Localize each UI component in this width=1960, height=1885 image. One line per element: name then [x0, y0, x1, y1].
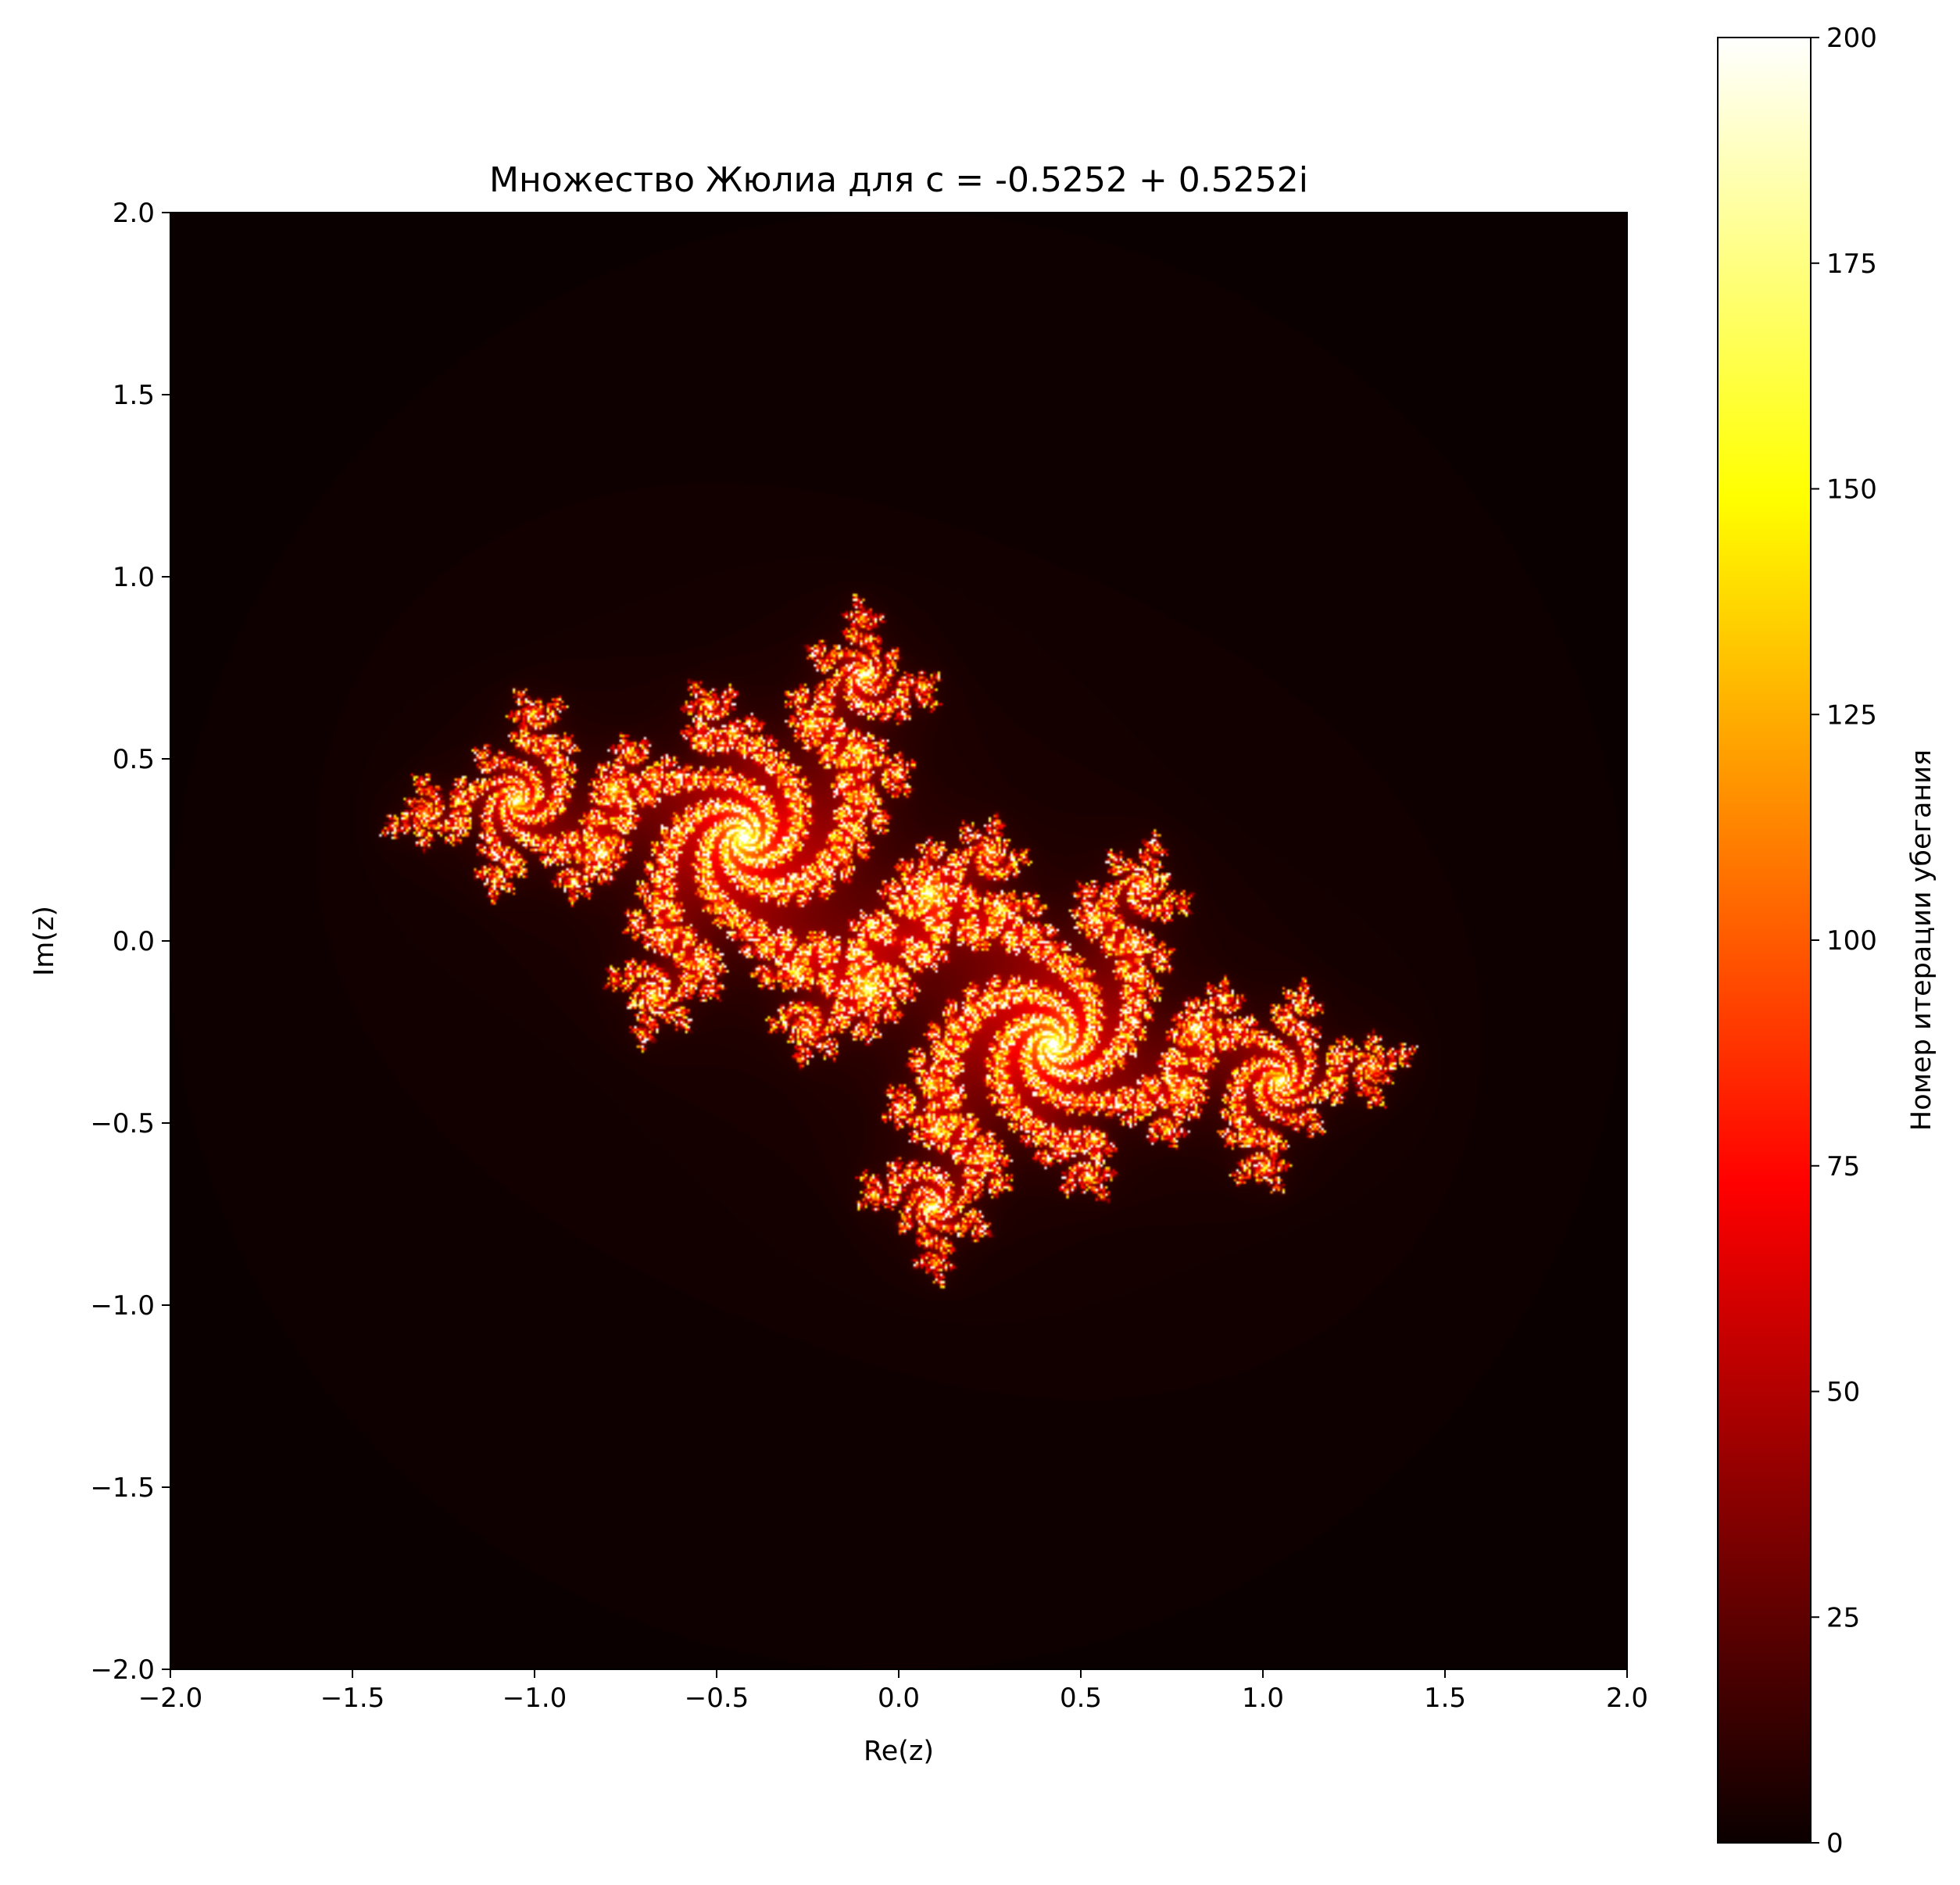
colorbar-label: Номер итерации убегания	[1906, 749, 1937, 1131]
x-tick-label: 0.5	[1060, 1683, 1102, 1714]
y-tick-label: −1.0	[90, 1290, 155, 1322]
colorbar-fill	[1718, 38, 1811, 1843]
x-tick-label: 1.0	[1242, 1683, 1284, 1714]
chart-title: Множество Жюлиа для c = -0.5252 + 0.5252…	[489, 160, 1308, 200]
y-tick-label: 2.0	[113, 198, 155, 229]
y-tick-label: 1.0	[113, 562, 155, 593]
plot-area	[170, 212, 1628, 1670]
x-tick-label: −1.5	[320, 1683, 385, 1714]
y-axis-ticks: −2.0 −1.5 −1.0 −0.5 0.0 0.5 1.0 1.5 2.0	[90, 198, 170, 1686]
colorbar-tick-label: 50	[1826, 1377, 1860, 1408]
colorbar-tick-label: 175	[1826, 249, 1877, 280]
x-tick-label: 2.0	[1606, 1683, 1648, 1714]
colorbar-tick-label: 200	[1826, 23, 1877, 54]
y-tick-label: 0.0	[113, 926, 155, 957]
y-tick-label: −1.5	[90, 1472, 155, 1504]
y-axis-label: Im(z)	[29, 906, 60, 976]
x-tick-label: −2.0	[138, 1683, 203, 1714]
y-tick-label: −0.5	[90, 1108, 155, 1139]
y-tick-label: −2.0	[90, 1654, 155, 1686]
colorbar-ticks: 0 25 50 75 100 125 150 175 200	[1811, 23, 1877, 1859]
x-tick-label: 1.5	[1424, 1683, 1466, 1714]
x-tick-label: −0.5	[685, 1683, 749, 1714]
x-axis-ticks: −2.0 −1.5 −1.0 −0.5 0.0 0.5 1.0 1.5 2.0	[138, 1669, 1648, 1714]
colorbar: 0 25 50 75 100 125 150 175 200 Номер итерации уб…	[1717, 23, 1937, 1859]
x-axis-label: Re(z)	[864, 1736, 934, 1767]
colorbar-tick-label: 75	[1826, 1151, 1860, 1182]
julia-set-image	[170, 213, 1627, 1669]
x-tick-label: −1.0	[503, 1683, 567, 1714]
colorbar-tick-label: 125	[1826, 699, 1877, 731]
colorbar-tick-label: 100	[1826, 925, 1877, 957]
y-tick-label: 1.5	[113, 380, 155, 411]
colorbar-tick-label: 150	[1826, 474, 1877, 506]
y-tick-label: 0.5	[113, 744, 155, 775]
x-tick-label: 0.0	[878, 1683, 920, 1714]
colorbar-tick-label: 0	[1826, 1828, 1844, 1859]
colorbar-tick-label: 25	[1826, 1602, 1860, 1633]
